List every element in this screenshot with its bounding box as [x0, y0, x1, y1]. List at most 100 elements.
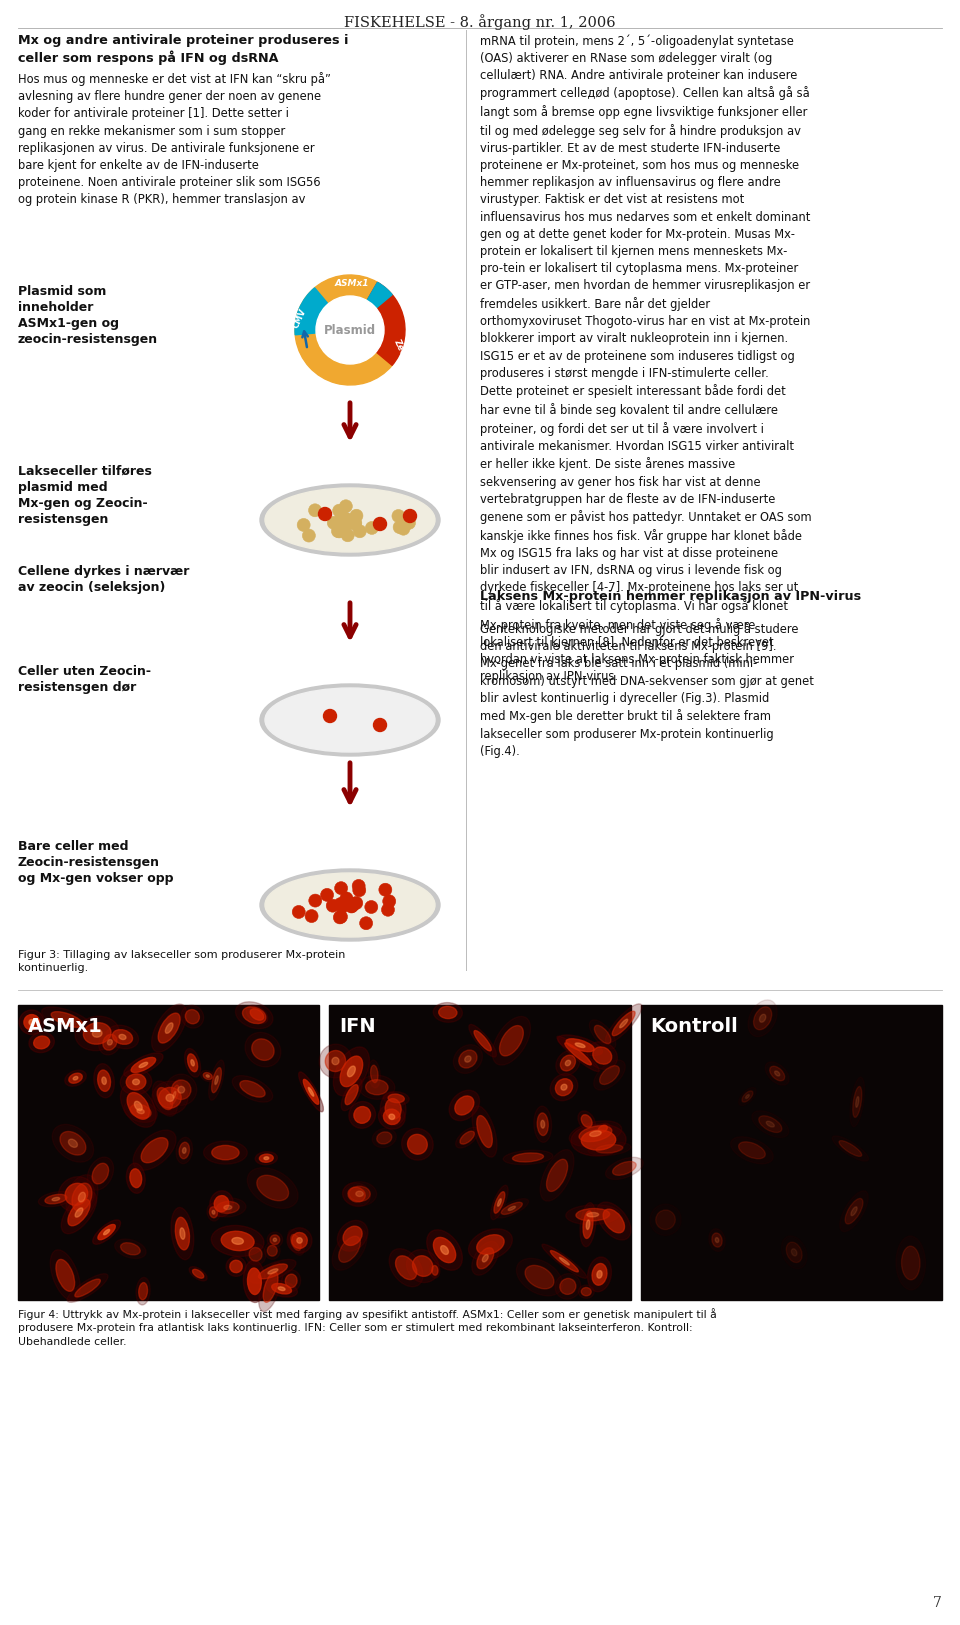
- Ellipse shape: [656, 1211, 675, 1230]
- Ellipse shape: [50, 1250, 81, 1302]
- Ellipse shape: [477, 1115, 492, 1147]
- Bar: [329, 1004, 631, 1300]
- Ellipse shape: [141, 1138, 168, 1164]
- Ellipse shape: [372, 1128, 396, 1147]
- Ellipse shape: [340, 1056, 363, 1087]
- Ellipse shape: [565, 1204, 620, 1225]
- Wedge shape: [367, 283, 392, 309]
- Ellipse shape: [281, 1271, 300, 1292]
- Ellipse shape: [708, 1228, 725, 1251]
- Ellipse shape: [93, 1220, 121, 1245]
- Ellipse shape: [455, 1095, 474, 1115]
- Ellipse shape: [285, 1274, 297, 1287]
- Ellipse shape: [474, 1030, 492, 1051]
- Ellipse shape: [259, 1154, 274, 1162]
- Ellipse shape: [157, 1087, 173, 1110]
- Ellipse shape: [499, 1025, 523, 1056]
- Circle shape: [365, 900, 378, 913]
- Text: 7: 7: [933, 1596, 942, 1610]
- Ellipse shape: [303, 1079, 319, 1105]
- Ellipse shape: [471, 1242, 499, 1276]
- Ellipse shape: [94, 1064, 114, 1098]
- Circle shape: [333, 912, 347, 925]
- Ellipse shape: [41, 1008, 92, 1032]
- Ellipse shape: [204, 1141, 248, 1164]
- Ellipse shape: [534, 1107, 552, 1142]
- Ellipse shape: [216, 1201, 239, 1214]
- Ellipse shape: [189, 1266, 207, 1280]
- Ellipse shape: [75, 1207, 83, 1217]
- Wedge shape: [367, 283, 405, 366]
- Ellipse shape: [564, 1043, 591, 1064]
- Ellipse shape: [781, 1237, 806, 1269]
- Ellipse shape: [513, 1154, 543, 1162]
- Ellipse shape: [575, 1043, 585, 1048]
- Ellipse shape: [766, 1121, 775, 1128]
- Ellipse shape: [167, 1079, 181, 1110]
- Ellipse shape: [550, 1251, 578, 1272]
- Ellipse shape: [308, 1087, 314, 1097]
- Ellipse shape: [257, 1175, 289, 1201]
- Ellipse shape: [209, 1198, 246, 1217]
- Ellipse shape: [501, 1202, 522, 1214]
- Circle shape: [340, 895, 353, 908]
- Ellipse shape: [588, 1142, 631, 1155]
- Circle shape: [319, 507, 331, 520]
- Ellipse shape: [556, 1050, 580, 1076]
- Ellipse shape: [210, 1191, 233, 1217]
- Ellipse shape: [206, 1074, 209, 1077]
- Ellipse shape: [152, 1081, 188, 1115]
- Ellipse shape: [356, 1191, 363, 1196]
- Ellipse shape: [52, 1198, 60, 1201]
- Circle shape: [321, 889, 333, 902]
- Ellipse shape: [366, 1079, 388, 1095]
- Ellipse shape: [191, 1060, 194, 1066]
- Ellipse shape: [212, 1211, 215, 1214]
- Ellipse shape: [173, 1092, 176, 1098]
- Ellipse shape: [84, 1022, 111, 1045]
- Circle shape: [352, 884, 366, 897]
- Text: Figur 3: Tillaging av lakseceller som produserer Mx-protein
kontinuerlig.: Figur 3: Tillaging av lakseceller som pr…: [18, 951, 346, 973]
- Circle shape: [348, 517, 362, 530]
- Circle shape: [347, 899, 360, 912]
- Text: Bare celler med
Zeocin-resistensgen
og Mx-gen vokser opp: Bare celler med Zeocin-resistensgen og M…: [18, 840, 174, 886]
- Ellipse shape: [38, 1191, 73, 1207]
- Text: Kontroll: Kontroll: [651, 1017, 738, 1037]
- Ellipse shape: [612, 1162, 636, 1175]
- Ellipse shape: [596, 1144, 623, 1154]
- Circle shape: [333, 504, 346, 517]
- Circle shape: [326, 899, 339, 912]
- Circle shape: [342, 515, 354, 528]
- Ellipse shape: [540, 1149, 574, 1201]
- Ellipse shape: [152, 1004, 187, 1051]
- Ellipse shape: [288, 1230, 304, 1256]
- Ellipse shape: [901, 1246, 920, 1280]
- Ellipse shape: [555, 1274, 581, 1300]
- Ellipse shape: [119, 1035, 126, 1040]
- Ellipse shape: [832, 1136, 869, 1162]
- Ellipse shape: [576, 1209, 610, 1220]
- Ellipse shape: [581, 1129, 615, 1150]
- Ellipse shape: [439, 1006, 457, 1019]
- Ellipse shape: [383, 1110, 400, 1124]
- Ellipse shape: [343, 1183, 371, 1206]
- Ellipse shape: [401, 1128, 433, 1160]
- Ellipse shape: [546, 1159, 567, 1191]
- Ellipse shape: [556, 1079, 572, 1095]
- Circle shape: [349, 897, 363, 910]
- Ellipse shape: [606, 1157, 643, 1180]
- Ellipse shape: [166, 1074, 197, 1105]
- Ellipse shape: [193, 1269, 204, 1279]
- Ellipse shape: [112, 1030, 132, 1045]
- Ellipse shape: [69, 1072, 83, 1084]
- Ellipse shape: [592, 1046, 612, 1064]
- Ellipse shape: [114, 1238, 146, 1258]
- Ellipse shape: [587, 1212, 599, 1217]
- Ellipse shape: [121, 1243, 140, 1254]
- Ellipse shape: [712, 1233, 722, 1246]
- Ellipse shape: [494, 1191, 505, 1214]
- Bar: [640, 1004, 942, 1300]
- Ellipse shape: [851, 1207, 857, 1216]
- Ellipse shape: [272, 1284, 292, 1294]
- Ellipse shape: [371, 1066, 378, 1082]
